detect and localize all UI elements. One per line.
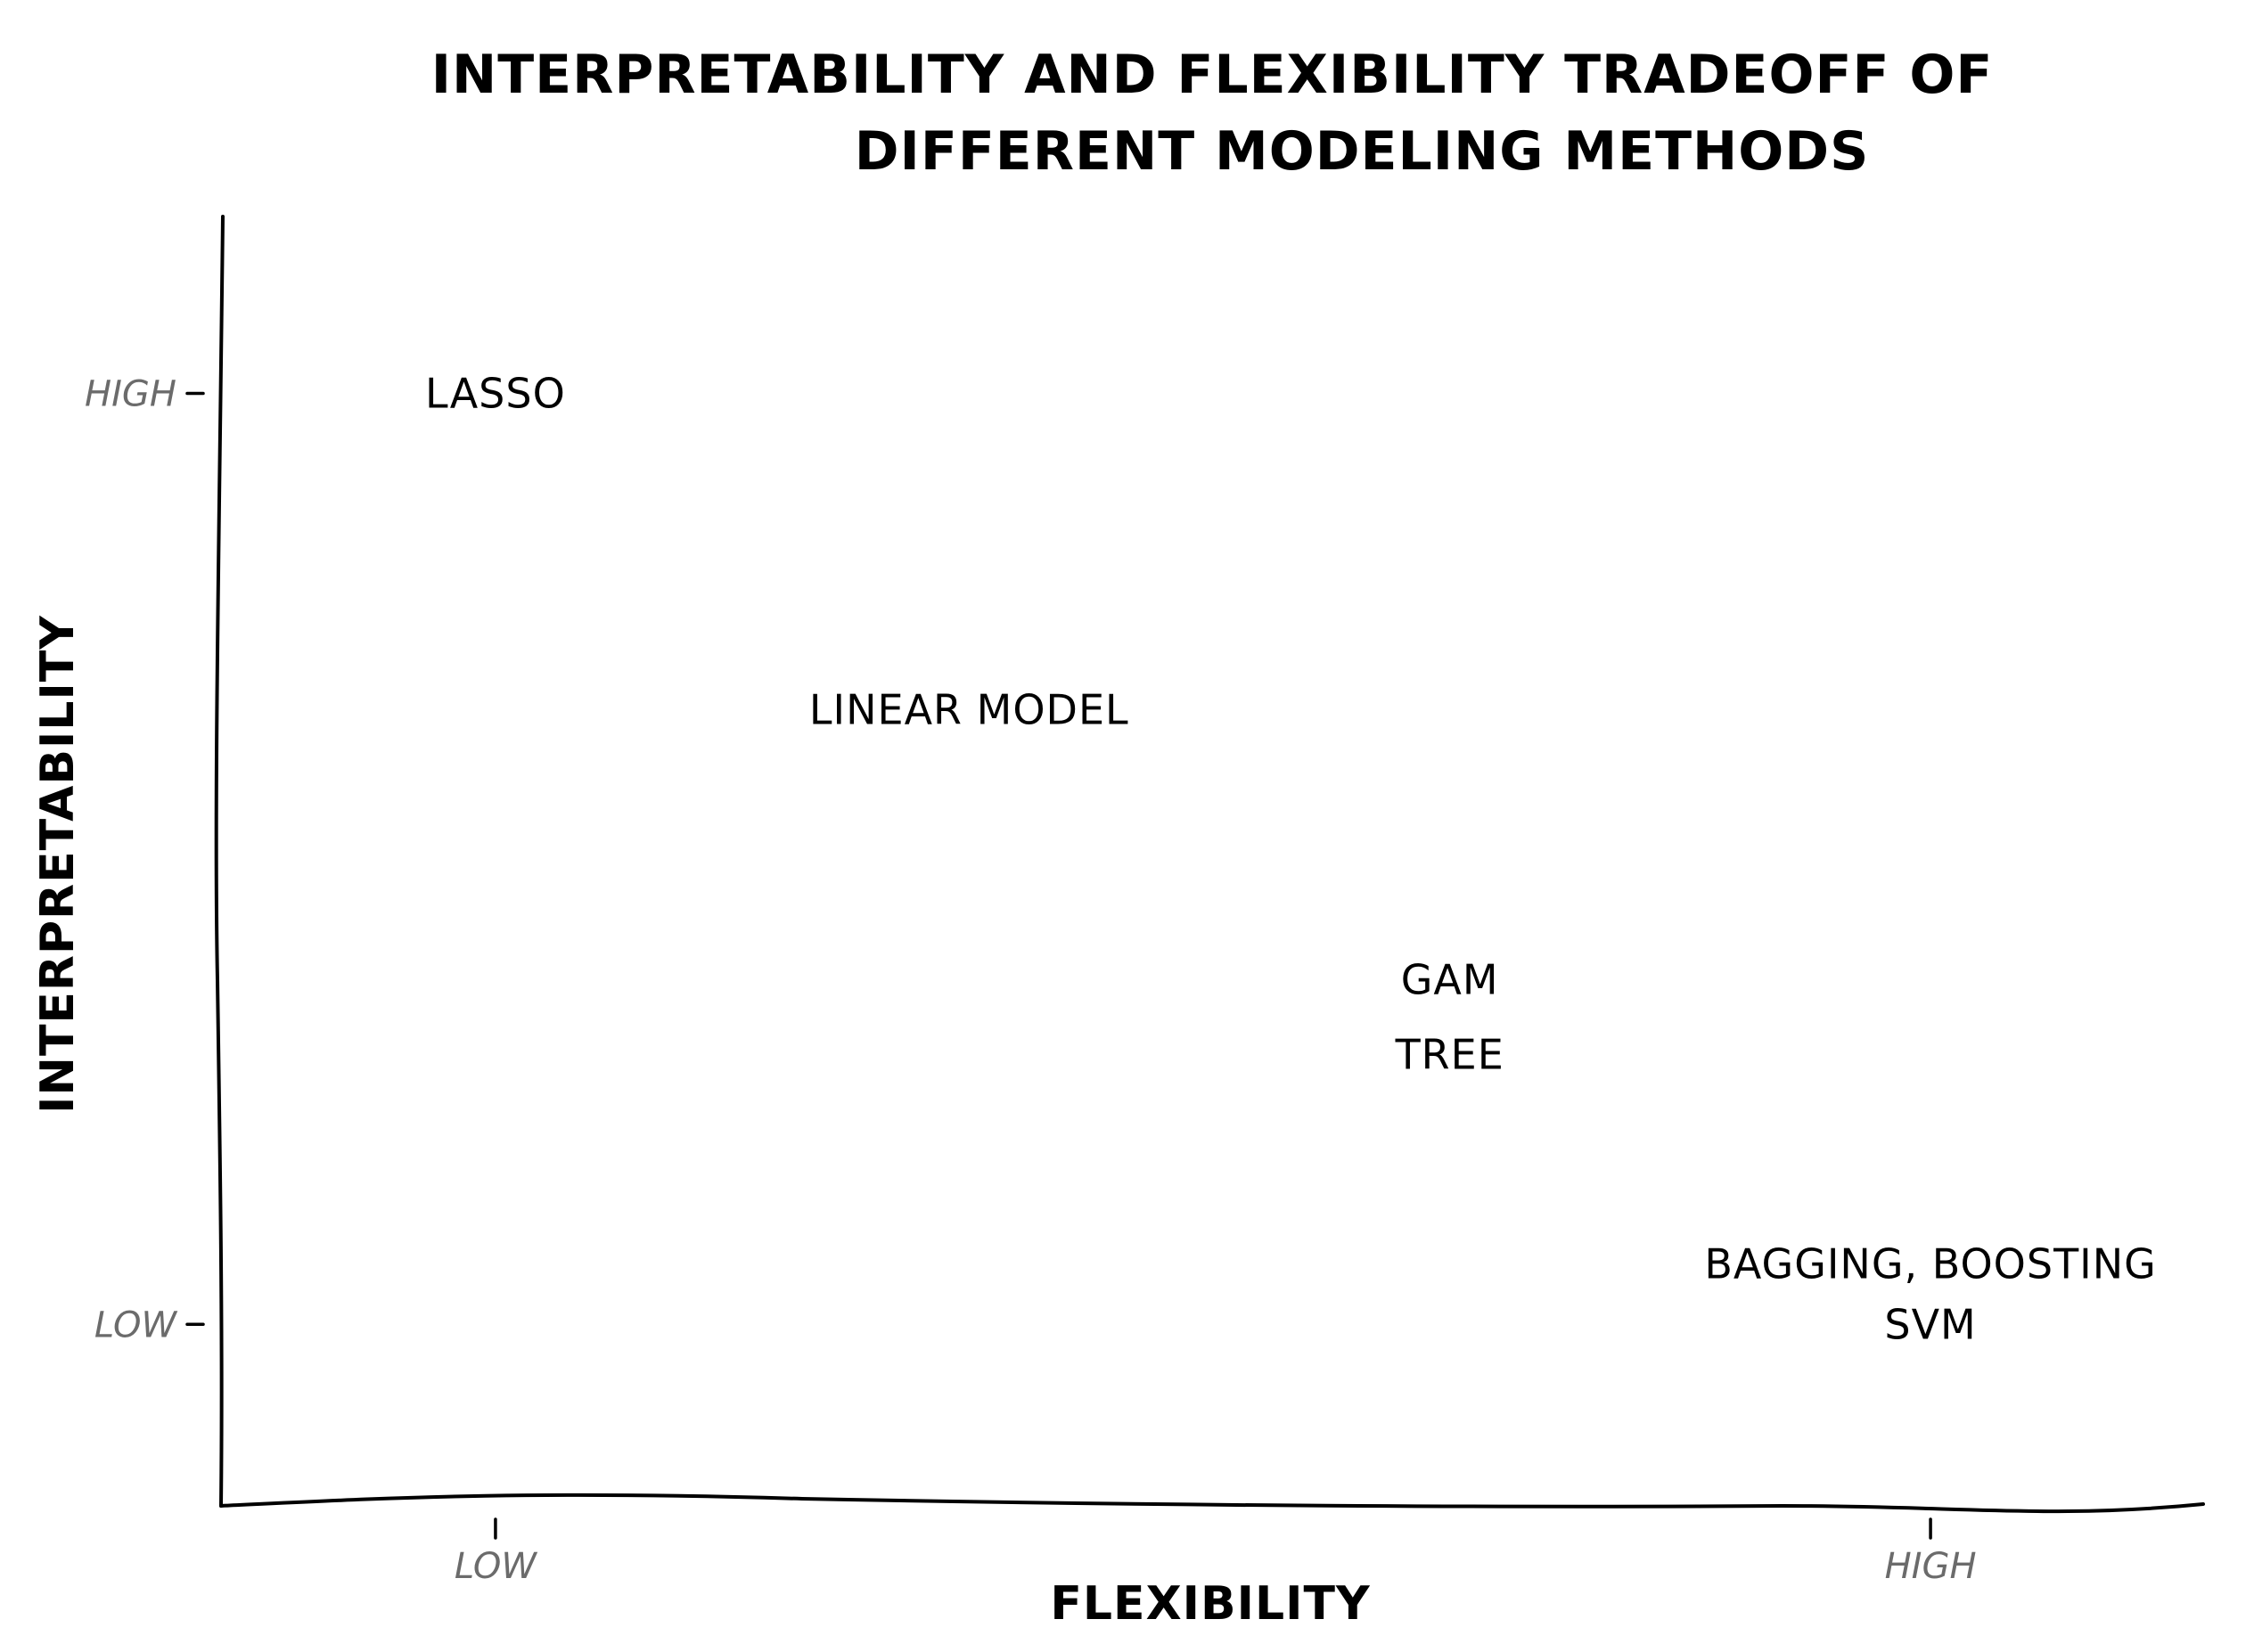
point-label: LINEAR MODEL bbox=[809, 686, 1129, 734]
y-axis-line bbox=[214, 215, 225, 1508]
point-label: GAM bbox=[1401, 956, 1499, 1004]
y-axis-ticks: LOW HIGH bbox=[85, 374, 205, 1345]
y-tick-label: LOW bbox=[94, 1304, 178, 1345]
point-label: BAGGING, BOOSTING bbox=[1704, 1239, 2156, 1288]
point-label: TREE bbox=[1395, 1030, 1504, 1078]
chart-title-line-2: DIFFERENT MODELING METHODS bbox=[855, 120, 1870, 183]
x-tick-label: HIGH bbox=[1885, 1546, 1977, 1587]
point-label: SVM bbox=[1884, 1300, 1976, 1348]
chart-title: INTERPRETABILITY AND FLEXIBILITY TRADEOF… bbox=[431, 44, 1994, 183]
point-label: LASSO bbox=[425, 370, 566, 418]
chart-title-line-1: INTERPRETABILITY AND FLEXIBILITY TRADEOF… bbox=[431, 44, 1994, 106]
x-tick-label: LOW bbox=[455, 1546, 538, 1587]
y-axis-label: INTERPRETABILITY bbox=[31, 615, 85, 1114]
x-axis-line bbox=[219, 1493, 2205, 1514]
x-axis-label: FLEXIBILITY bbox=[1050, 1577, 1371, 1631]
y-tick-label: HIGH bbox=[85, 374, 176, 415]
data-point-labels: LASSO LINEAR MODEL GAM TREE BAGGING, BOOSTIN… bbox=[425, 370, 2156, 1349]
x-axis-ticks: LOW HIGH bbox=[455, 1517, 1977, 1587]
